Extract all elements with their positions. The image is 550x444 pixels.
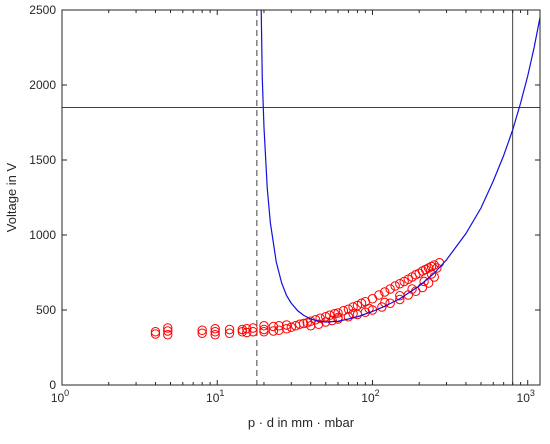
data-point	[242, 327, 252, 338]
data-point	[298, 318, 309, 329]
x-axis-label: p · d in mm · mbar	[248, 415, 355, 430]
x-tick-label-base: 10	[206, 391, 220, 405]
data-point	[426, 261, 437, 272]
y-tick-label: 2000	[29, 78, 56, 92]
data-point	[306, 316, 316, 326]
data-point	[150, 329, 161, 339]
data-point	[423, 278, 434, 288]
y-tick-label: 2500	[29, 3, 56, 17]
data-point	[248, 327, 258, 337]
data-point	[163, 326, 173, 336]
x-tick-label-exponent: 2	[375, 388, 380, 398]
y-tick-label: 500	[36, 303, 56, 317]
data-point	[343, 312, 354, 322]
plot-frame	[61, 9, 541, 386]
data-point	[327, 315, 337, 326]
data-point	[210, 324, 220, 334]
data-point	[385, 284, 395, 294]
data-point	[333, 308, 343, 318]
x-tick-label-base: 10	[51, 391, 65, 405]
data-point	[268, 326, 279, 336]
y-tick-label: 1000	[29, 228, 56, 242]
data-point	[295, 319, 305, 329]
x-tick-label-exponent: 0	[64, 388, 69, 398]
data-point	[390, 281, 400, 291]
x-tick-label-base: 10	[517, 391, 531, 405]
data-point	[407, 284, 417, 294]
data-point	[274, 325, 284, 335]
y-tick-label: 0	[49, 378, 56, 392]
data-point	[210, 327, 220, 337]
y-tick-label: 1500	[29, 153, 56, 167]
x-tick-label-exponent: 3	[530, 388, 535, 398]
data-point	[163, 323, 173, 333]
plot-layer	[62, 10, 540, 385]
data-point	[286, 322, 296, 332]
data-point	[197, 325, 207, 335]
data-point	[224, 328, 235, 338]
data-point	[356, 298, 367, 308]
data-point	[150, 327, 161, 337]
x-tick-label: 101	[206, 388, 224, 405]
data-point	[259, 321, 269, 331]
data-point	[242, 324, 252, 334]
paschen-curve-line	[260, 10, 540, 323]
data-point	[259, 327, 269, 337]
data-point	[385, 298, 395, 308]
data-point	[426, 269, 437, 279]
x-tick-label: 100	[51, 388, 69, 405]
data-point	[313, 319, 324, 329]
data-point	[163, 330, 173, 340]
data-point	[281, 324, 292, 334]
data-point	[380, 287, 390, 297]
data-point	[348, 302, 358, 312]
data-point	[281, 320, 292, 330]
data-point	[432, 263, 442, 273]
x-tick-label-exponent: 1	[219, 388, 224, 398]
data-point	[429, 260, 439, 270]
data-point	[210, 330, 220, 340]
y-axis-label: Voltage in V	[4, 162, 19, 232]
data-point	[395, 294, 405, 305]
data-point	[248, 323, 258, 333]
data-point	[338, 306, 349, 316]
data-point	[197, 328, 207, 338]
x-tick-label: 102	[361, 388, 379, 405]
data-point	[224, 324, 235, 335]
data-point	[259, 324, 269, 335]
data-point	[419, 276, 429, 287]
data-point	[374, 290, 384, 300]
x-tick-label-base: 10	[361, 391, 375, 405]
data-point	[395, 279, 405, 289]
x-tick-label: 103	[517, 388, 535, 405]
